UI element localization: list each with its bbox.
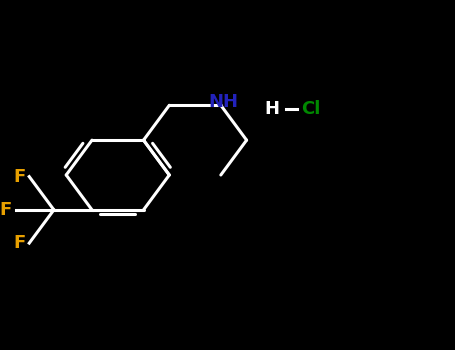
Text: F: F [13, 168, 25, 186]
Text: F: F [13, 234, 25, 252]
Text: Cl: Cl [302, 100, 321, 118]
Text: F: F [0, 201, 12, 219]
Text: H: H [264, 100, 279, 118]
Text: NH: NH [208, 93, 238, 111]
